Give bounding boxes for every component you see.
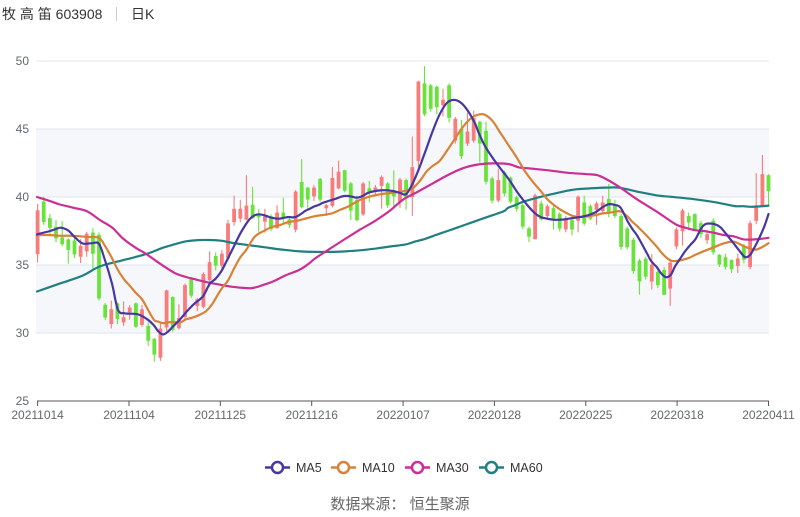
svg-text:MA30: MA30	[436, 461, 469, 475]
svg-text:20211104: 20211104	[103, 408, 155, 422]
svg-text:35: 35	[16, 258, 30, 272]
svg-text:MA10: MA10	[362, 461, 395, 475]
svg-text:45: 45	[16, 122, 30, 136]
svg-text:20220128: 20220128	[468, 408, 522, 422]
svg-text:40: 40	[16, 190, 30, 204]
svg-text:20220411: 20220411	[742, 408, 795, 422]
svg-text:数据来源： 恒生聚源: 数据来源： 恒生聚源	[330, 496, 469, 513]
svg-text:日K: 日K	[131, 6, 155, 22]
svg-text:20211125: 20211125	[194, 408, 246, 422]
svg-text:20211014: 20211014	[11, 408, 64, 422]
svg-text:25: 25	[16, 394, 30, 408]
svg-text:MA60: MA60	[510, 461, 543, 475]
svg-text:20211216: 20211216	[285, 408, 338, 422]
svg-text:20220318: 20220318	[650, 408, 704, 422]
svg-text:20220107: 20220107	[376, 408, 430, 422]
svg-text:MA5: MA5	[296, 461, 322, 475]
svg-text:牧 高 笛 603908: 牧 高 笛 603908	[2, 6, 103, 22]
svg-text:50: 50	[16, 54, 30, 68]
svg-text:30: 30	[16, 326, 30, 340]
svg-text:20220225: 20220225	[559, 408, 613, 422]
